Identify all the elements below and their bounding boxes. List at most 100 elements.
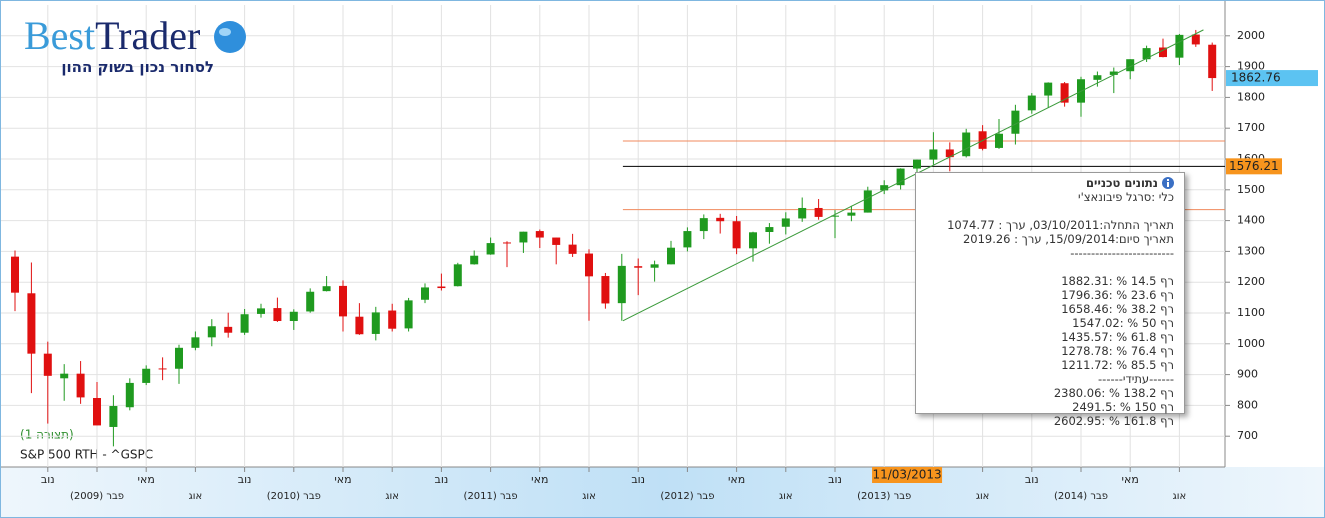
- x-tick-label: אוג: [385, 491, 399, 502]
- candle-body: [913, 159, 921, 169]
- candle-body: [93, 398, 101, 426]
- candle-body: [125, 382, 134, 408]
- tooltip-line: רף 150 % :2491.5: [1072, 400, 1174, 414]
- date-tag-label: 11/03/2013: [872, 468, 941, 482]
- x-tick-label: פבר (2010): [267, 491, 321, 502]
- candle-body: [699, 218, 708, 232]
- candle-body: [1044, 82, 1053, 96]
- candle-body: [716, 217, 725, 222]
- tooltip-line: רף 138.2 % :2380.06: [1053, 386, 1174, 400]
- candle-body: [76, 373, 85, 398]
- candle-body: [765, 227, 774, 232]
- candle-body: [388, 310, 397, 329]
- candle-body: [634, 266, 643, 268]
- candle-body: [601, 276, 610, 304]
- candle-body: [535, 231, 544, 238]
- candle-body: [896, 168, 905, 186]
- y-tick-label: 1500: [1237, 183, 1265, 196]
- candle-body: [732, 221, 741, 249]
- candle-body: [798, 207, 807, 219]
- cursor-tag-label: 1576.21: [1229, 159, 1279, 173]
- y-tick-label: 900: [1237, 368, 1258, 381]
- x-tick-label: מאי: [138, 473, 155, 486]
- candle-body: [995, 133, 1003, 148]
- candle-body: [749, 232, 757, 249]
- tooltip-line: תאריך התחלה:03/10/2011, ערך : 1074.77: [947, 218, 1174, 232]
- logo: BestTrader לסחור נכון בשוק ההון: [24, 14, 304, 76]
- tooltip-line: רף 50 % :1547.02: [1072, 316, 1174, 330]
- candle-body: [486, 243, 495, 255]
- candle-body: [273, 308, 282, 322]
- y-tick-label: 1100: [1237, 306, 1265, 319]
- x-tick-label: נוב: [631, 473, 645, 486]
- cursor-tag: [1226, 158, 1282, 175]
- candle-body: [781, 218, 790, 227]
- symbol: S&P 500 RTH - ^GSPC: [20, 448, 153, 462]
- candle-body: [1126, 59, 1135, 72]
- tooltip-title: נתונים טכניים: [924, 176, 1174, 190]
- tooltip-line: רף 61.8 % :1435.57: [1061, 330, 1174, 344]
- y-tick-label: 1300: [1237, 244, 1265, 257]
- y-tick-label: 2000: [1237, 29, 1265, 42]
- candle-body: [355, 316, 364, 335]
- y-tick-label: 1200: [1237, 275, 1265, 288]
- layout-name: (תצורה 1): [20, 428, 74, 442]
- x-tick-label: אוג: [189, 491, 203, 502]
- candle-body: [453, 264, 462, 287]
- candle-body: [650, 264, 659, 268]
- candle-body: [142, 368, 151, 383]
- candle-body: [863, 190, 872, 213]
- tooltip-title-text: נתונים טכניים: [1086, 176, 1158, 190]
- candle-body: [667, 247, 675, 265]
- candle-body: [60, 373, 69, 379]
- logo-tagline: לסחור נכון בשוק ההון: [61, 58, 214, 76]
- candle-body: [1208, 44, 1217, 79]
- candle-body: [289, 311, 298, 322]
- candle-body: [847, 212, 856, 216]
- candle-body: [585, 253, 593, 277]
- x-tick-label: פבר (2014): [1054, 491, 1108, 502]
- candle-body: [1142, 48, 1151, 60]
- candle-body: [306, 291, 315, 312]
- candle-body: [683, 231, 692, 248]
- tooltip-line: רף 85.5 % :1211.72: [1061, 358, 1174, 372]
- x-tick-label: מאי: [334, 473, 351, 486]
- candle-body: [175, 347, 183, 369]
- x-tick-label: פבר (2011): [464, 491, 518, 502]
- x-tick-label: נוב: [1025, 473, 1039, 486]
- x-tick-label: פבר (2009): [70, 491, 124, 502]
- candle-body: [945, 149, 954, 158]
- candle-body: [929, 149, 938, 160]
- tooltip-line: רף 76.4 % :1278.78: [1061, 344, 1174, 358]
- trend-line: [622, 29, 1204, 322]
- x-tick-label: אוג: [1173, 491, 1187, 502]
- price-tag-label: 1862.76: [1231, 71, 1281, 85]
- price-tag: [1226, 70, 1318, 87]
- candle-body: [339, 285, 347, 317]
- candle-body: [27, 293, 36, 354]
- candle-body: [1093, 75, 1102, 80]
- x-tick-label: אוג: [582, 491, 596, 502]
- x-tick-label: פבר (2013): [857, 491, 911, 502]
- x-tick-label: מאי: [1122, 473, 1139, 486]
- tooltip-line: כלי :סרגל פיבונאצ'י: [1078, 190, 1174, 204]
- x-tick-label: נוב: [828, 473, 842, 486]
- candle-body: [617, 265, 626, 304]
- logo-word: Trader: [95, 13, 201, 58]
- x-axis-band: [1, 467, 1324, 517]
- y-tick-label: 800: [1237, 398, 1258, 411]
- candle-body: [831, 215, 839, 217]
- candle-body: [191, 337, 200, 348]
- info-icon: [1162, 177, 1174, 189]
- candle-body: [552, 237, 561, 245]
- x-tick-label: פבר (2012): [660, 491, 714, 502]
- logo-words: BestTrader: [24, 14, 304, 58]
- candle-body: [43, 353, 52, 376]
- x-tick-label: נוב: [41, 473, 55, 486]
- y-tick-label: 1700: [1237, 121, 1265, 134]
- candle-body: [11, 256, 19, 293]
- candle-body: [158, 368, 167, 370]
- x-tick-label: מאי: [531, 473, 548, 486]
- tooltip-line: רף 14.5 % :1882.31: [1061, 274, 1174, 288]
- candle-body: [1027, 95, 1036, 111]
